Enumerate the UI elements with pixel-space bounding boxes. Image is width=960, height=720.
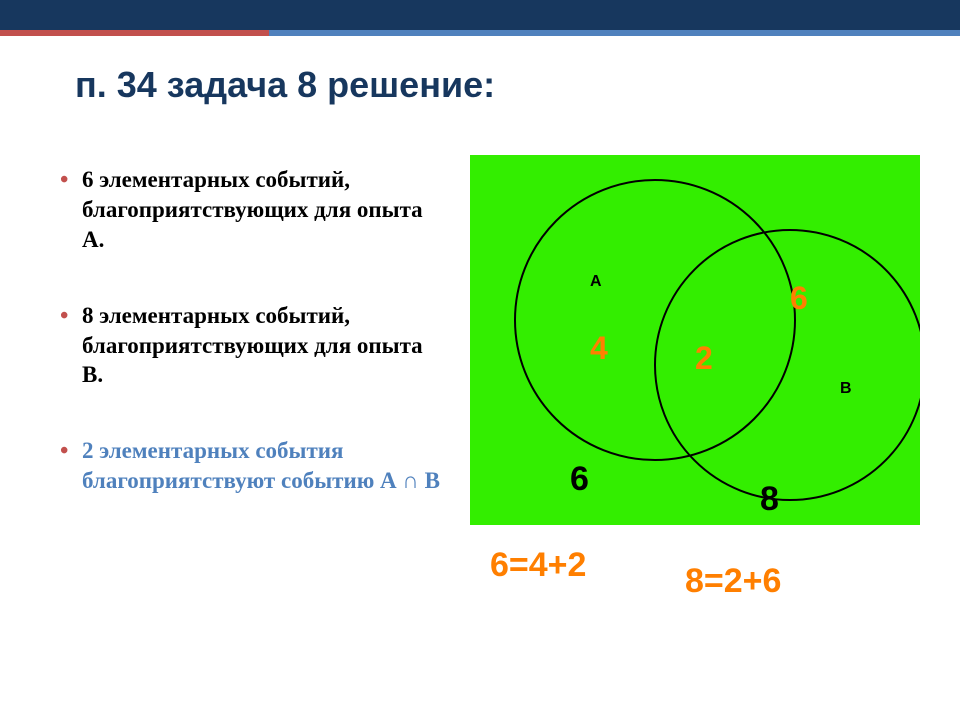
bullet-item-1: 6 элементарных событий, благоприятствующ… [60,165,440,255]
bullet-list: 6 элементарных событий, благоприятствующ… [60,165,440,542]
venn-diagram: А В 4 2 6 6 8 [470,155,920,525]
bullet-item-3: 2 элементарных события благоприятствуют … [60,436,440,496]
header-band-underline [0,30,960,36]
venn-total-A: 6 [570,460,589,499]
header-band-blue [269,30,960,36]
slide-root: п. 34 задача 8 решение: 6 элементарных с… [0,0,960,720]
header-band-red [0,30,269,36]
header-band-dark [0,0,960,30]
venn-value-only-A: 4 [590,330,608,367]
venn-background: А В 4 2 6 6 8 [470,155,920,525]
header-band [0,0,960,30]
set-label-B: В [840,380,852,398]
equation-1: 6=4+2 [490,546,586,585]
venn-total-B: 8 [760,480,779,519]
equation-2: 8=2+6 [685,562,781,601]
bullet-item-2: 8 элементарных событий, благоприятствующ… [60,301,440,391]
venn-value-only-B: 6 [790,280,808,317]
slide-title: п. 34 задача 8 решение: [75,64,495,106]
set-label-A: А [590,273,602,291]
venn-value-intersection: 2 [695,340,713,377]
circle-A [515,180,795,460]
